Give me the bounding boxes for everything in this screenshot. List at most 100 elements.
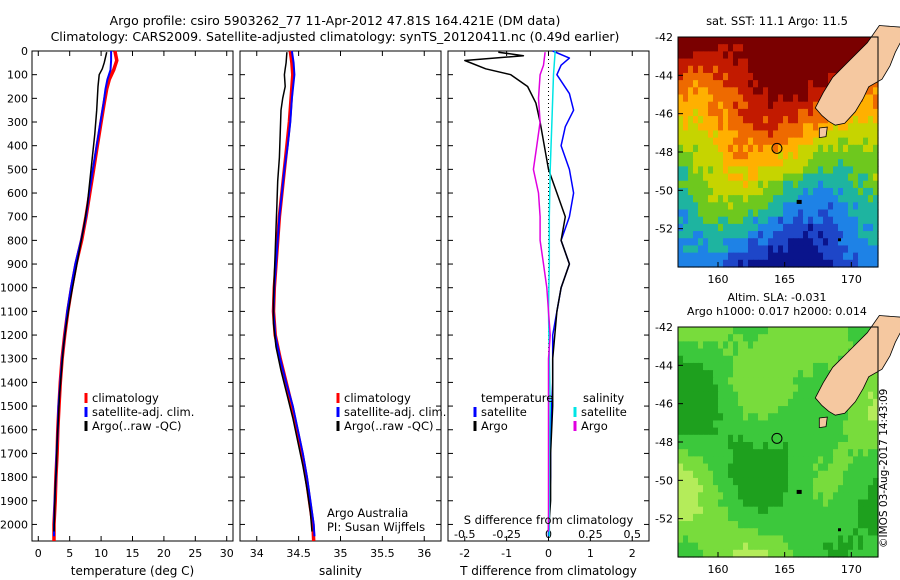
sst-map-cell	[688, 94, 694, 103]
sst-map-cell	[853, 108, 859, 117]
sst-map-cell	[693, 108, 699, 117]
sst-map-cell	[763, 144, 769, 153]
sst-map-cell	[748, 245, 754, 254]
sst-map-cell	[843, 144, 849, 153]
sla-map-cell	[733, 334, 739, 342]
sla-map-cell	[728, 477, 734, 486]
sla-map-cell	[843, 449, 849, 457]
sla-map-cell	[823, 542, 829, 551]
sst-map-cell	[738, 80, 744, 88]
sla-map-cell	[778, 434, 784, 443]
difference-s-tick-label: 0.5	[624, 528, 642, 541]
sla-map-cell	[773, 348, 779, 357]
sla-map-cell	[803, 398, 809, 407]
sla-map-cell	[783, 549, 789, 558]
sst-map-cell	[843, 195, 849, 203]
sst-map-cell	[718, 94, 724, 103]
sst-map-cell	[768, 152, 774, 160]
sst-map-cell	[848, 130, 854, 139]
sst-map-cell	[753, 231, 759, 239]
sla-map-cell	[698, 449, 704, 457]
sla-map-cell	[783, 535, 789, 544]
sst-map-cell	[873, 130, 879, 139]
sla-map-cell	[828, 413, 834, 422]
sla-map-cell	[833, 477, 839, 486]
sla-map-cell	[683, 406, 689, 414]
difference-t-xtick-label: 1	[587, 547, 594, 560]
sst-map-cell	[738, 159, 744, 167]
sst-map-cell	[873, 245, 879, 254]
sla-map-cell	[703, 463, 709, 472]
sla-map-cell	[873, 492, 879, 501]
sla-map-cell	[778, 463, 784, 472]
sst-map-cell	[753, 173, 759, 182]
sst-map-cell	[798, 72, 804, 81]
sla-map-cell	[733, 348, 739, 357]
sst-map-cell	[683, 173, 689, 182]
sla-map-cell	[803, 513, 809, 522]
sst-map-cell	[708, 101, 714, 110]
sst-map-cell	[678, 173, 684, 182]
sla-map-cell	[813, 456, 819, 465]
sla-map-cell	[678, 499, 684, 508]
sla-map-cell	[768, 521, 774, 529]
sla-map-cell	[728, 549, 734, 558]
sla-map-cell	[838, 535, 844, 544]
sla-map-cell	[773, 499, 779, 508]
sla-map-cell	[793, 485, 799, 493]
sla-map-cell	[793, 341, 799, 350]
sst-map-cell	[813, 259, 819, 268]
sla-map-cell	[773, 355, 779, 364]
sst-map-cell	[693, 259, 699, 268]
sla-map-cell	[753, 521, 759, 529]
sst-map-cell	[738, 144, 744, 153]
sst-map-cell	[758, 87, 764, 96]
sst-map-cell	[778, 216, 784, 225]
sla-map-cell	[778, 506, 784, 515]
sst-map-cell	[778, 223, 784, 232]
sla-map-cell	[678, 535, 684, 544]
sla-map-cell	[718, 427, 724, 436]
sst-map-cell	[763, 137, 769, 146]
sst-map-cell	[868, 108, 874, 117]
sla-map-cell	[688, 341, 694, 350]
sla-map-cell	[678, 542, 684, 551]
sla-map-cell	[833, 470, 839, 479]
sla-map-cell	[688, 499, 694, 508]
sst-map-cell	[783, 58, 789, 67]
sla-map-cell	[683, 442, 689, 450]
sst-map-cell	[713, 231, 719, 239]
sst-map-cell	[733, 101, 739, 110]
legend-label-t-sat: satellite	[481, 405, 527, 419]
sst-map-cell	[698, 202, 704, 211]
sst-map-cell	[803, 130, 809, 139]
sst-map-cell	[773, 80, 779, 88]
sla-map-cell	[763, 384, 769, 393]
sst-map-cell	[743, 137, 749, 146]
sla-map-cell	[683, 477, 689, 486]
sst-map-cell	[738, 259, 744, 268]
sst-map-cell	[823, 58, 829, 67]
sla-map-cell	[728, 362, 734, 371]
sla-map-cell	[683, 377, 689, 386]
sla-map-cell	[743, 370, 749, 378]
sst-map-cell	[763, 44, 769, 52]
sst-map-cell	[718, 58, 724, 67]
sst-map-cell	[853, 130, 859, 139]
sla-map-cell	[693, 492, 699, 501]
sla-map-cell	[873, 398, 879, 407]
sst-map-cell	[733, 65, 739, 74]
sla-map-cell	[678, 521, 684, 529]
sst-map-cell	[768, 44, 774, 52]
sla-map-cell	[778, 535, 784, 544]
sst-map-cell	[813, 202, 819, 211]
sst-map-cell	[693, 187, 699, 196]
sla-map-cell	[768, 542, 774, 551]
sst-map-cell	[793, 209, 799, 218]
sla-map-cell	[828, 327, 834, 335]
sst-map-cell	[728, 123, 734, 132]
sst-map-cell	[733, 152, 739, 160]
sst-map-cell	[733, 44, 739, 52]
sst-map-cell	[868, 209, 874, 218]
sla-map-cell	[798, 492, 804, 501]
